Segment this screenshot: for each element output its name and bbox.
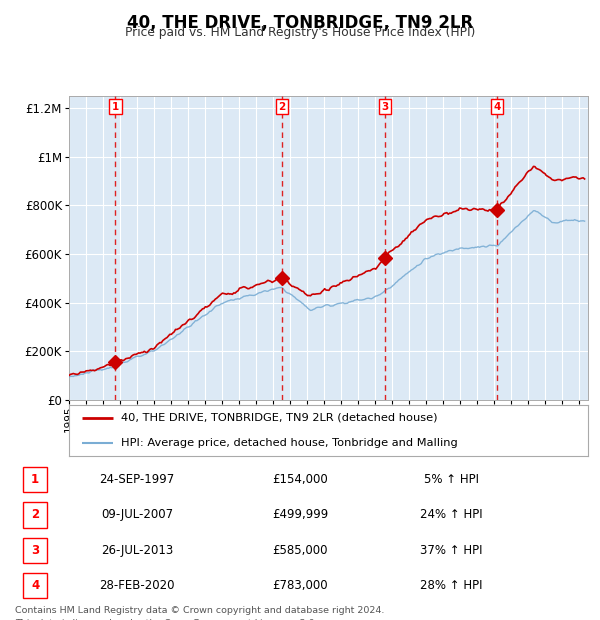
FancyBboxPatch shape bbox=[23, 502, 47, 528]
Text: 40, THE DRIVE, TONBRIDGE, TN9 2LR: 40, THE DRIVE, TONBRIDGE, TN9 2LR bbox=[127, 14, 473, 32]
Text: 2: 2 bbox=[278, 102, 286, 112]
Text: Price paid vs. HM Land Registry's House Price Index (HPI): Price paid vs. HM Land Registry's House … bbox=[125, 26, 475, 39]
Text: 37% ↑ HPI: 37% ↑ HPI bbox=[420, 544, 482, 557]
Text: 4: 4 bbox=[493, 102, 501, 112]
FancyBboxPatch shape bbox=[23, 467, 47, 492]
Text: 1: 1 bbox=[31, 473, 39, 486]
Text: Contains HM Land Registry data © Crown copyright and database right 2024.
This d: Contains HM Land Registry data © Crown c… bbox=[15, 606, 385, 620]
Text: £499,999: £499,999 bbox=[272, 508, 328, 521]
Text: 2: 2 bbox=[31, 508, 39, 521]
Text: 28-FEB-2020: 28-FEB-2020 bbox=[99, 579, 175, 592]
Text: 40, THE DRIVE, TONBRIDGE, TN9 2LR (detached house): 40, THE DRIVE, TONBRIDGE, TN9 2LR (detac… bbox=[121, 412, 437, 423]
FancyBboxPatch shape bbox=[23, 573, 47, 598]
Text: 26-JUL-2013: 26-JUL-2013 bbox=[101, 544, 173, 557]
Text: 24% ↑ HPI: 24% ↑ HPI bbox=[420, 508, 482, 521]
Text: HPI: Average price, detached house, Tonbridge and Malling: HPI: Average price, detached house, Tonb… bbox=[121, 438, 458, 448]
Text: 5% ↑ HPI: 5% ↑ HPI bbox=[424, 473, 479, 486]
Text: 24-SEP-1997: 24-SEP-1997 bbox=[100, 473, 175, 486]
Text: 09-JUL-2007: 09-JUL-2007 bbox=[101, 508, 173, 521]
Text: £783,000: £783,000 bbox=[272, 579, 328, 592]
Text: 3: 3 bbox=[382, 102, 389, 112]
Text: 1: 1 bbox=[112, 102, 119, 112]
Text: 28% ↑ HPI: 28% ↑ HPI bbox=[420, 579, 482, 592]
FancyBboxPatch shape bbox=[23, 538, 47, 563]
Text: £585,000: £585,000 bbox=[272, 544, 328, 557]
Text: 4: 4 bbox=[31, 579, 40, 592]
Text: £154,000: £154,000 bbox=[272, 473, 328, 486]
Text: 3: 3 bbox=[31, 544, 39, 557]
